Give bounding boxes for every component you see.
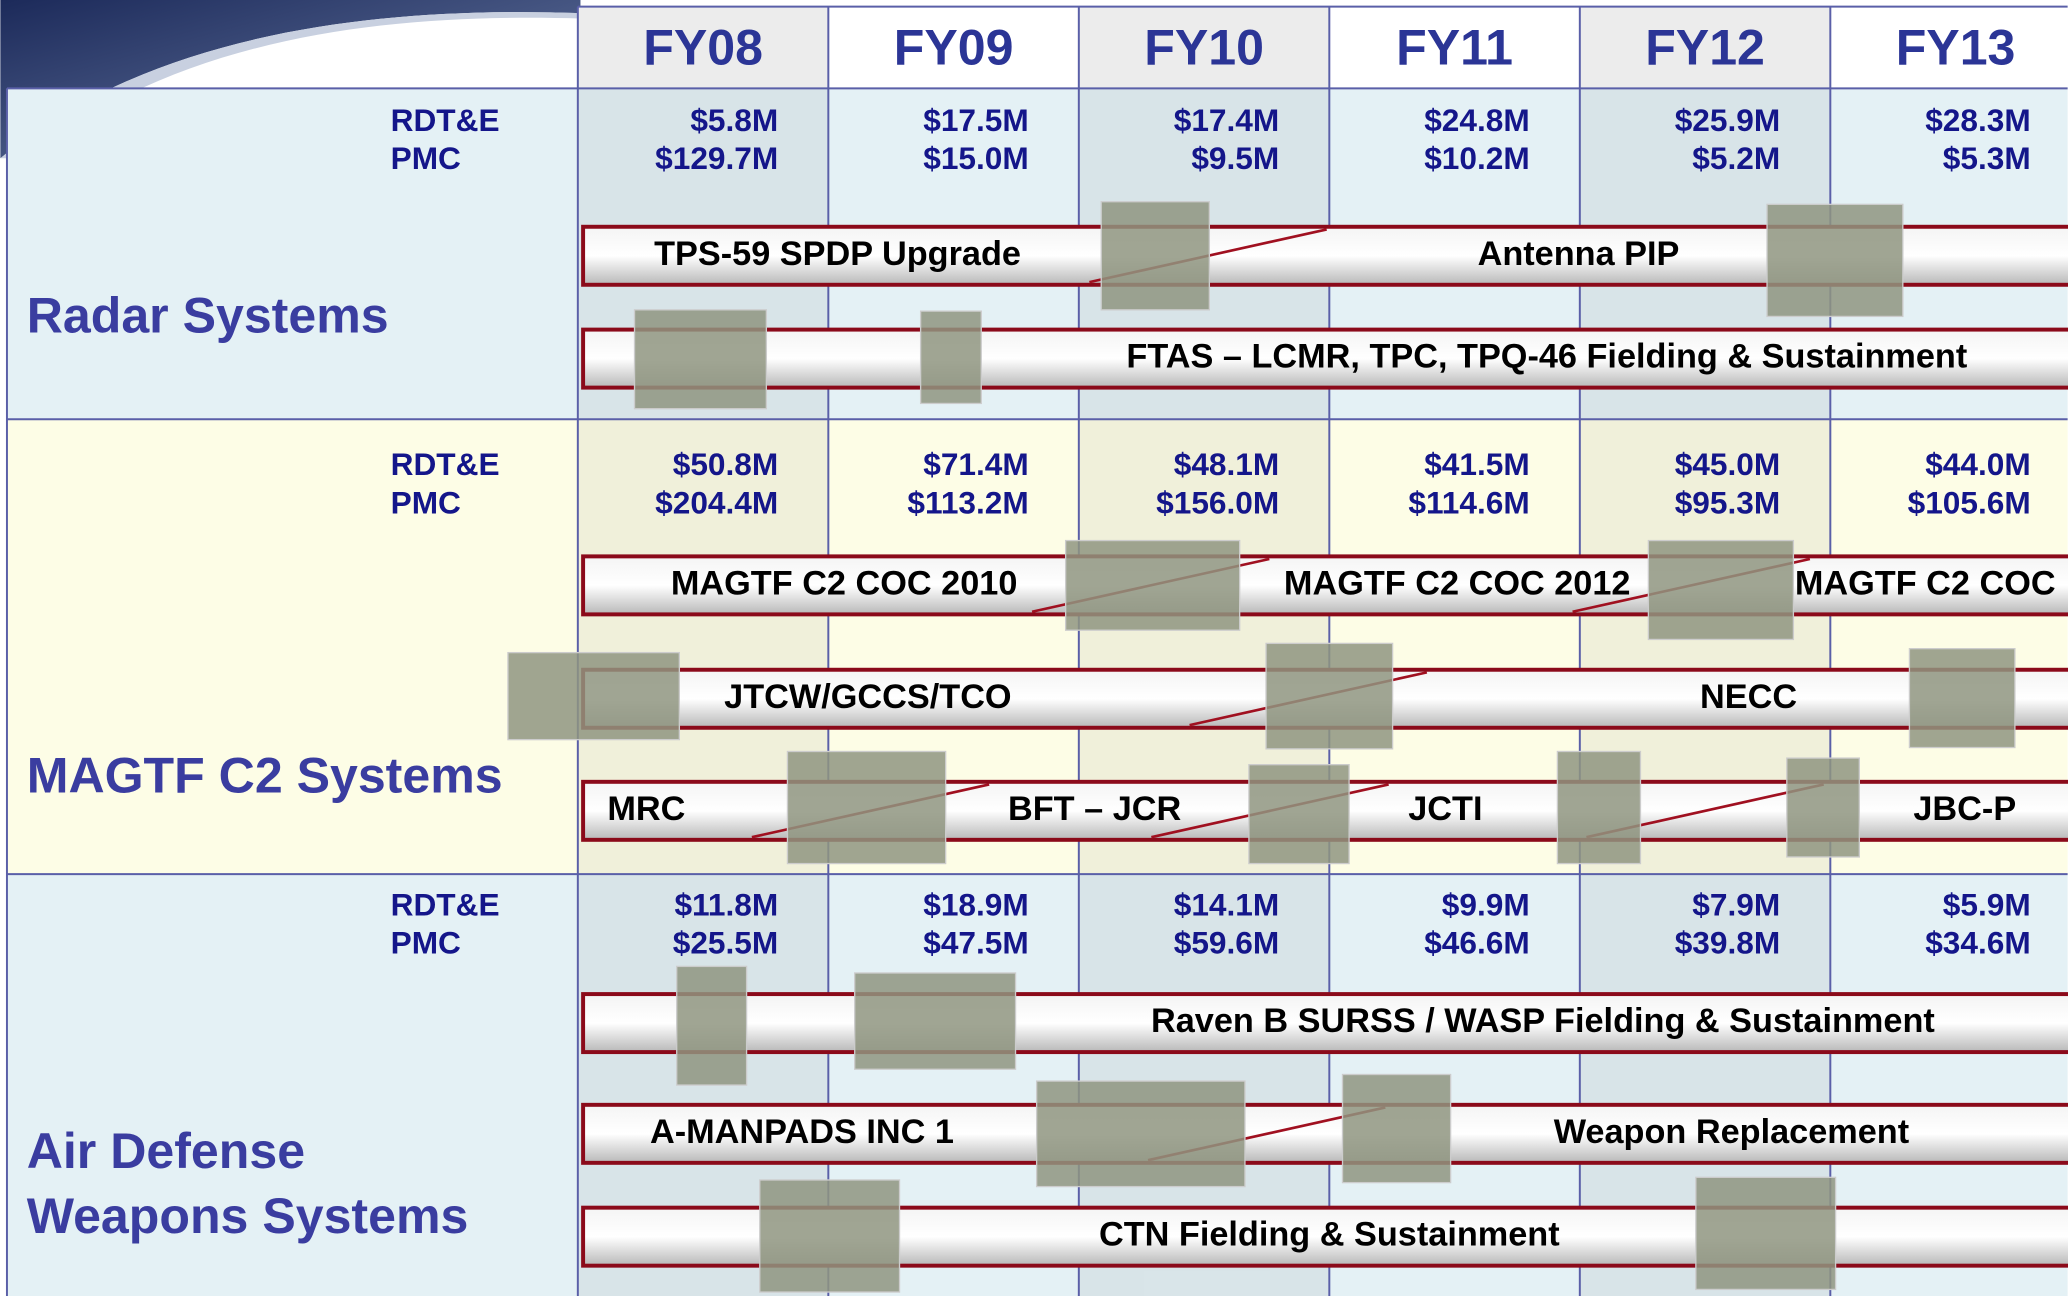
program-bar bbox=[581, 992, 2068, 1055]
photo bbox=[1647, 539, 1795, 641]
funding-value: $5.9M bbox=[1943, 886, 2031, 922]
funding-value: $24.8M bbox=[1424, 102, 1529, 138]
photo bbox=[507, 651, 681, 741]
funding-value: $41.5M bbox=[1424, 446, 1529, 482]
bar-label: JBC-P bbox=[1913, 790, 2016, 828]
funding-value: $47.5M bbox=[923, 925, 1028, 961]
photo bbox=[1786, 757, 1860, 858]
photo bbox=[919, 310, 982, 405]
funding-value: $44.0M bbox=[1925, 446, 2030, 482]
photo bbox=[854, 972, 1017, 1070]
funding-value: $14.1M bbox=[1174, 886, 1279, 922]
bar-label: MRC bbox=[607, 790, 685, 828]
program-bar bbox=[581, 1102, 2068, 1165]
header-shade bbox=[1579, 6, 1831, 89]
funding-value: $10.2M bbox=[1424, 140, 1529, 176]
funding-value: $114.6M bbox=[1408, 484, 1529, 520]
bar-label: MAGTF C2 COC 2010 bbox=[671, 564, 1018, 602]
decoration bbox=[0, 0, 581, 159]
funding-value: $71.4M bbox=[923, 446, 1028, 482]
column-header: FY08 bbox=[643, 20, 763, 76]
photo bbox=[786, 750, 947, 865]
funding-value: $9.5M bbox=[1191, 140, 1279, 176]
funding-value: $39.8M bbox=[1675, 925, 1780, 961]
column-header: FY09 bbox=[894, 20, 1014, 76]
funding-label: RDT&E bbox=[391, 886, 500, 922]
photo bbox=[1695, 1176, 1837, 1291]
photo bbox=[1341, 1073, 1452, 1184]
section-title: Air Defense bbox=[27, 1123, 305, 1179]
bar-label: JCTI bbox=[1408, 790, 1482, 828]
bar-label: Antenna PIP bbox=[1478, 235, 1680, 273]
funding-value: $156.0M bbox=[1156, 484, 1279, 520]
funding-value: $28.3M bbox=[1925, 102, 2030, 138]
bar-label: NECC bbox=[1700, 678, 1797, 716]
photo bbox=[1556, 750, 1642, 865]
funding-label: RDT&E bbox=[391, 446, 500, 482]
bar-label: MAGTF C2 COC 2012 bbox=[1284, 564, 1631, 602]
funding-value: $5.8M bbox=[690, 102, 778, 138]
funding-value: $129.7M bbox=[655, 140, 778, 176]
bar-label: BFT – JCR bbox=[1008, 790, 1182, 828]
program-bar bbox=[581, 327, 2068, 390]
bar-label: CTN Fielding & Sustainment bbox=[1099, 1216, 1560, 1254]
program-bar bbox=[581, 554, 2068, 617]
photo bbox=[633, 309, 768, 410]
photo bbox=[1265, 642, 1394, 750]
photo bbox=[1248, 764, 1350, 865]
header-shade bbox=[1078, 6, 1330, 89]
section-title: Weapons Systems bbox=[27, 1188, 469, 1244]
funding-value: $50.8M bbox=[673, 446, 778, 482]
bar-label: FTAS – LCMR, TPC, TPQ-46 Fielding & Sust… bbox=[1126, 338, 1967, 376]
funding-value: $25.5M bbox=[673, 925, 778, 961]
section-title: Radar Systems bbox=[27, 287, 389, 343]
funding-value: $11.8M bbox=[674, 886, 778, 922]
funding-value: $18.9M bbox=[923, 886, 1028, 922]
funding-label: PMC bbox=[391, 925, 461, 961]
column-header: FY10 bbox=[1144, 20, 1264, 76]
funding-value: $25.9M bbox=[1675, 102, 1780, 138]
funding-value: $95.3M bbox=[1675, 484, 1780, 520]
bar-label: Raven B SURSS / WASP Fielding & Sustainm… bbox=[1151, 1002, 1935, 1040]
funding-value: $9.9M bbox=[1442, 886, 1530, 922]
funding-label: PMC bbox=[391, 140, 461, 176]
funding-value: $5.3M bbox=[1943, 140, 2031, 176]
funding-label: PMC bbox=[391, 484, 461, 520]
column-header: FY13 bbox=[1896, 20, 2016, 76]
funding-value: $204.4M bbox=[655, 484, 778, 520]
photo bbox=[1908, 648, 2016, 749]
bar-label: TPS-59 SPDP Upgrade bbox=[654, 235, 1021, 273]
funding-value: $59.6M bbox=[1174, 925, 1279, 961]
photo bbox=[1766, 203, 1904, 318]
funding-value: $46.6M bbox=[1424, 925, 1529, 961]
column-header: FY11 bbox=[1396, 20, 1513, 76]
photo bbox=[1064, 539, 1241, 631]
photo bbox=[676, 965, 748, 1086]
funding-value: $7.9M bbox=[1692, 886, 1780, 922]
funding-value: $15.0M bbox=[923, 140, 1028, 176]
photo bbox=[1035, 1080, 1246, 1188]
photo bbox=[759, 1179, 901, 1293]
section-title: MAGTF C2 Systems bbox=[27, 747, 503, 803]
photo bbox=[1100, 201, 1211, 311]
funding-value: $105.6M bbox=[1908, 484, 2031, 520]
funding-value: $48.1M bbox=[1174, 446, 1279, 482]
bar-label: MAGTF C2 COC bbox=[1795, 564, 2056, 602]
funding-value: $17.5M bbox=[923, 102, 1028, 138]
header-shade bbox=[577, 6, 829, 89]
bar-label: Weapon Replacement bbox=[1554, 1113, 1909, 1151]
bar-label: JTCW/GCCS/TCO bbox=[724, 678, 1011, 716]
column-header: FY12 bbox=[1645, 20, 1765, 76]
funding-value: $45.0M bbox=[1675, 446, 1780, 482]
funding-value: $17.4M bbox=[1174, 102, 1279, 138]
bar-label: A-MANPADS INC 1 bbox=[650, 1113, 954, 1151]
funding-value: $5.2M bbox=[1692, 140, 1780, 176]
funding-value: $34.6M bbox=[1925, 925, 2030, 961]
funding-value: $113.2M bbox=[907, 484, 1028, 520]
funding-label: RDT&E bbox=[391, 102, 500, 138]
